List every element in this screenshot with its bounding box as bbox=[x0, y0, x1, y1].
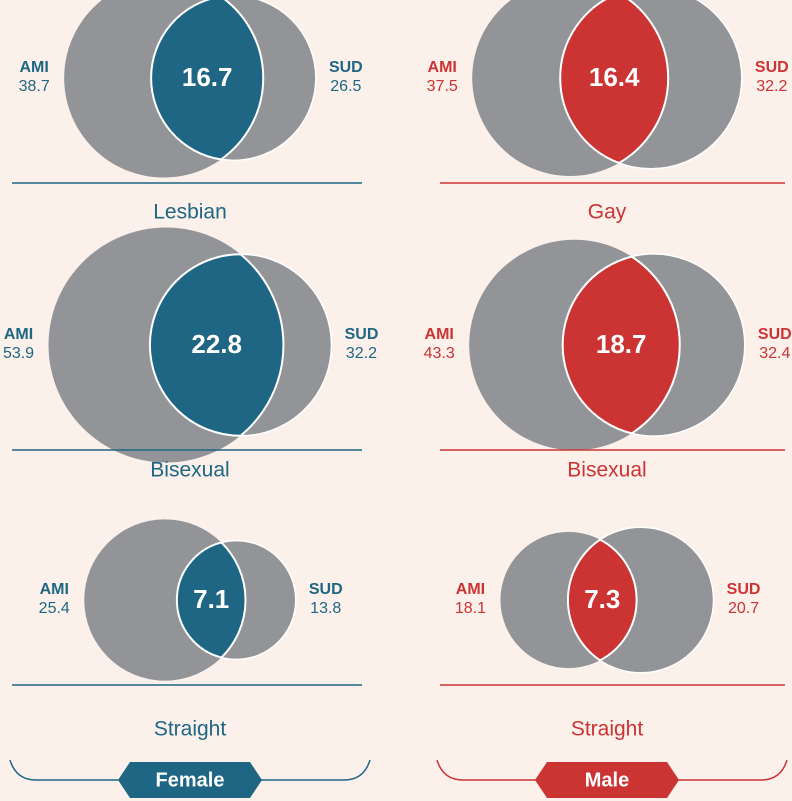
category-title: Lesbian bbox=[153, 201, 227, 224]
set-name: SUD bbox=[345, 326, 379, 343]
set-value: 18.1 bbox=[455, 600, 486, 617]
category-title: Bisexual bbox=[567, 459, 646, 482]
set-name: AMI bbox=[428, 59, 457, 76]
set-name: SUD bbox=[727, 581, 761, 598]
set-name: SUD bbox=[329, 59, 363, 76]
category-title: Gay bbox=[588, 201, 627, 224]
set-name: SUD bbox=[309, 581, 343, 598]
overlap bbox=[561, 255, 681, 435]
set-value: 43.3 bbox=[424, 345, 455, 362]
set-value: 25.4 bbox=[39, 600, 70, 617]
category-title: Bisexual bbox=[150, 459, 229, 482]
overlap bbox=[175, 541, 247, 659]
set-value: 32.4 bbox=[759, 345, 790, 362]
badge bbox=[118, 762, 262, 798]
set-value: 20.7 bbox=[728, 600, 759, 617]
set-value: 37.5 bbox=[427, 78, 458, 95]
overlap bbox=[567, 538, 638, 662]
set-name: AMI bbox=[40, 581, 69, 598]
set-value: 32.2 bbox=[756, 78, 787, 95]
overlap-label: 16.4 bbox=[589, 62, 640, 92]
overlap-label: 16.7 bbox=[182, 62, 233, 92]
category-title: Straight bbox=[571, 718, 644, 741]
overlap bbox=[148, 253, 285, 437]
overlap bbox=[150, 0, 265, 161]
set-value: 32.2 bbox=[346, 345, 377, 362]
overlap-label: 18.7 bbox=[596, 329, 647, 359]
overlap-label: 7.3 bbox=[584, 584, 620, 614]
badge bbox=[535, 762, 679, 798]
group-label: Female bbox=[156, 769, 225, 791]
set-value: 38.7 bbox=[19, 78, 50, 95]
overlap-label: 7.1 bbox=[193, 584, 229, 614]
set-value: 53.9 bbox=[3, 345, 34, 362]
overlap-label: 22.8 bbox=[191, 329, 242, 359]
set-name: AMI bbox=[456, 581, 485, 598]
set-name: SUD bbox=[758, 326, 792, 343]
set-name: AMI bbox=[4, 326, 33, 343]
category-title: Straight bbox=[154, 718, 227, 741]
overlap bbox=[559, 0, 670, 165]
set-value: 26.5 bbox=[330, 78, 361, 95]
group-label: Male bbox=[585, 769, 629, 791]
set-name: AMI bbox=[19, 59, 48, 76]
set-name: SUD bbox=[755, 59, 789, 76]
set-name: AMI bbox=[425, 326, 454, 343]
set-value: 13.8 bbox=[310, 600, 341, 617]
